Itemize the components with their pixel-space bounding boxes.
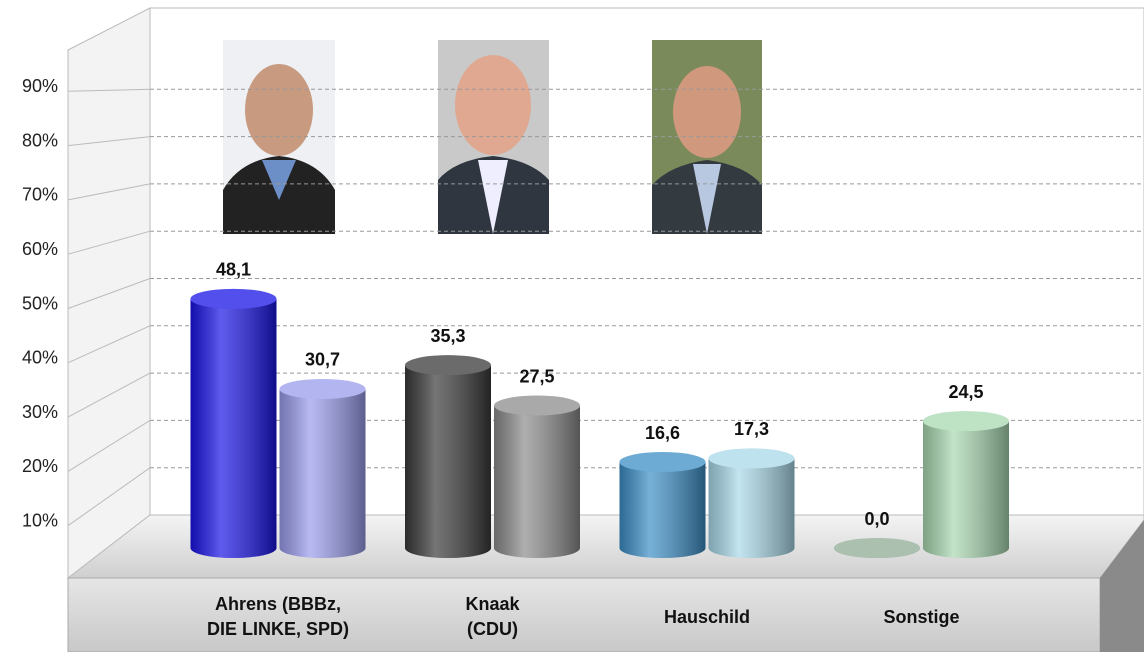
y-tick-label: 30% <box>22 402 58 422</box>
y-tick-label: 40% <box>22 348 58 368</box>
bar-top-highlight <box>191 289 277 309</box>
value-label: 30,7 <box>305 350 340 370</box>
x-tick-label: Sonstige <box>822 605 1022 630</box>
bar-shade <box>280 389 366 558</box>
bar-shade <box>709 458 795 558</box>
value-label: 48,1 <box>216 260 251 280</box>
bar-shade <box>405 365 491 558</box>
x-tick-label: Ahrens (BBBz, DIE LINKE, SPD) <box>178 592 378 642</box>
bar-top-highlight <box>620 452 706 472</box>
y-tick-label: 60% <box>22 239 58 259</box>
y-tick-label: 70% <box>22 185 58 205</box>
y-tick-label: 50% <box>22 293 58 313</box>
value-label: 27,5 <box>519 366 554 386</box>
bar-top-highlight <box>405 355 491 375</box>
y-tick-label: 10% <box>22 510 58 530</box>
value-label: 24,5 <box>948 382 983 402</box>
value-label: 17,3 <box>734 419 769 439</box>
chart-page: 10% 20% 30% 40% 50% 60% 70% 80% 90% 48,1 30,7 35,3… <box>0 0 1144 652</box>
value-label: 35,3 <box>430 326 465 346</box>
value-label: 16,6 <box>645 423 680 443</box>
bar-shade <box>923 421 1009 558</box>
bar-shade <box>494 406 580 558</box>
y-tick-label: 90% <box>22 76 58 96</box>
bar-top-highlight <box>834 538 920 558</box>
bar-top-highlight <box>280 379 366 399</box>
bar-shade <box>191 299 277 558</box>
value-label: 0,0 <box>864 509 889 529</box>
x-tick-label: Hauschild <box>607 605 807 630</box>
bar-shade <box>620 462 706 558</box>
y-tick-label: 80% <box>22 130 58 150</box>
chart: 10% 20% 30% 40% 50% 60% 70% 80% 90% 48,1 30,7 35,3… <box>0 0 1144 652</box>
bar-top-highlight <box>709 448 795 468</box>
x-tick-label: Knaak (CDU) <box>393 592 593 642</box>
bar-top-highlight <box>923 411 1009 431</box>
bar-top-highlight <box>494 396 580 416</box>
y-tick-label: 20% <box>22 456 58 476</box>
